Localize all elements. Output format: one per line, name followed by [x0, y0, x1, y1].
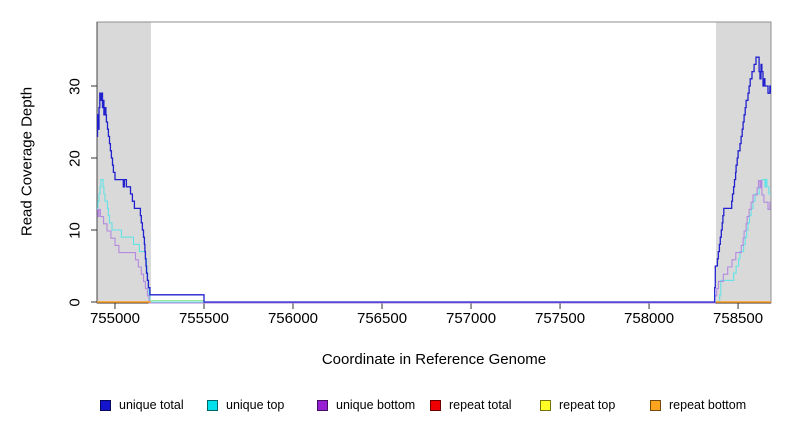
- legend-swatch-repeat-top: [540, 399, 551, 411]
- legend-item-unique-total: unique total: [100, 398, 184, 412]
- series-unique-top-line: [97, 179, 771, 303]
- x-tick-label: 756000: [267, 310, 319, 327]
- repeat-region-left-shading: [97, 22, 151, 303]
- legend-swatch-unique-bottom: [317, 399, 328, 411]
- series-unique-total-line: [97, 56, 771, 303]
- y-tick-label: 20: [66, 150, 84, 167]
- legend-label: repeat top: [559, 398, 616, 412]
- legend-item-repeat-total: repeat total: [430, 398, 512, 412]
- x-tick-label: 758500: [713, 310, 764, 327]
- legend-item-repeat-bottom: repeat bottom: [650, 398, 746, 412]
- repeat-region-right-shading: [715, 22, 771, 303]
- y-tick-label: 0: [66, 298, 84, 307]
- legend-label: repeat total: [449, 398, 512, 412]
- x-tick-label: 756500: [356, 310, 408, 327]
- plot-box: [96, 21, 772, 304]
- plot-area: [97, 56, 771, 304]
- x-axis-title: Coordinate in Reference Genome: [321, 351, 547, 368]
- x-tick-label: 757500: [535, 310, 586, 327]
- legend-item-unique-bottom: unique bottom: [317, 398, 415, 412]
- legend-swatch-repeat-total: [430, 399, 441, 411]
- legend-swatch-unique-top: [207, 399, 218, 411]
- legend-label: unique top: [226, 398, 285, 412]
- y-tick-label: 10: [66, 222, 84, 239]
- legend-label: unique bottom: [336, 398, 416, 412]
- legend-label: unique total: [119, 398, 184, 412]
- x-tick-label: 755000: [89, 310, 140, 327]
- x-tick-label: 755500: [178, 310, 230, 327]
- y-axis-title: Read Coverage Depth: [18, 86, 36, 237]
- legend-swatch-repeat-bottom: [650, 399, 661, 411]
- x-tick-label: 758000: [624, 310, 675, 327]
- x-tick-label: 757000: [445, 310, 497, 327]
- series-unique-bottom-line: [97, 180, 771, 304]
- legend-label: repeat bottom: [669, 398, 747, 412]
- legend: unique total unique top unique bottom re…: [0, 398, 792, 418]
- legend-item-unique-top: unique top: [207, 398, 284, 412]
- legend-item-repeat-top: repeat top: [540, 398, 615, 412]
- legend-swatch-unique-total: [100, 399, 111, 411]
- y-tick-label: 30: [66, 78, 84, 95]
